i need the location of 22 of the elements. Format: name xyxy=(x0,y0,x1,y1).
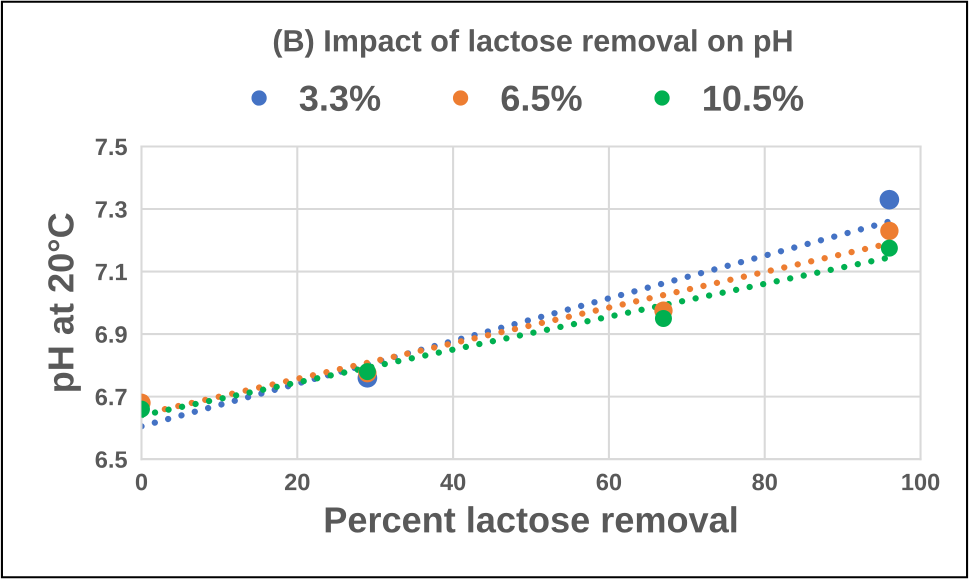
point xyxy=(880,190,900,210)
x-tick-label: 40 xyxy=(440,474,466,490)
y-tick-label: 7.1 xyxy=(96,264,127,280)
y-tick-label: 7.3 xyxy=(96,201,127,218)
y-tick-label: 7.5 xyxy=(96,138,127,156)
y-tick-label: 6.9 xyxy=(96,326,127,343)
legend-label: 3.3% xyxy=(300,85,380,112)
y-axis-title: pH at 20°C xyxy=(48,213,81,391)
legend-label: 10.5% xyxy=(704,85,804,112)
x-axis-title: Percent lactose removal xyxy=(326,506,736,533)
point xyxy=(880,240,898,257)
x-tick-label: 60 xyxy=(596,474,622,490)
point xyxy=(880,222,899,240)
x-tick-label: 0 xyxy=(136,474,148,490)
y-tick-label: 6.7 xyxy=(96,388,127,406)
chart-title: (B) Impact of lactose removal on pH xyxy=(274,29,792,58)
x-tick-label: 80 xyxy=(752,474,777,490)
x-tick-label: 20 xyxy=(284,474,310,490)
x-tick-label: 100 xyxy=(902,474,940,490)
y-tick-label: 6.5 xyxy=(96,451,127,468)
legend-label: 6.5% xyxy=(502,85,582,112)
point xyxy=(654,310,672,327)
